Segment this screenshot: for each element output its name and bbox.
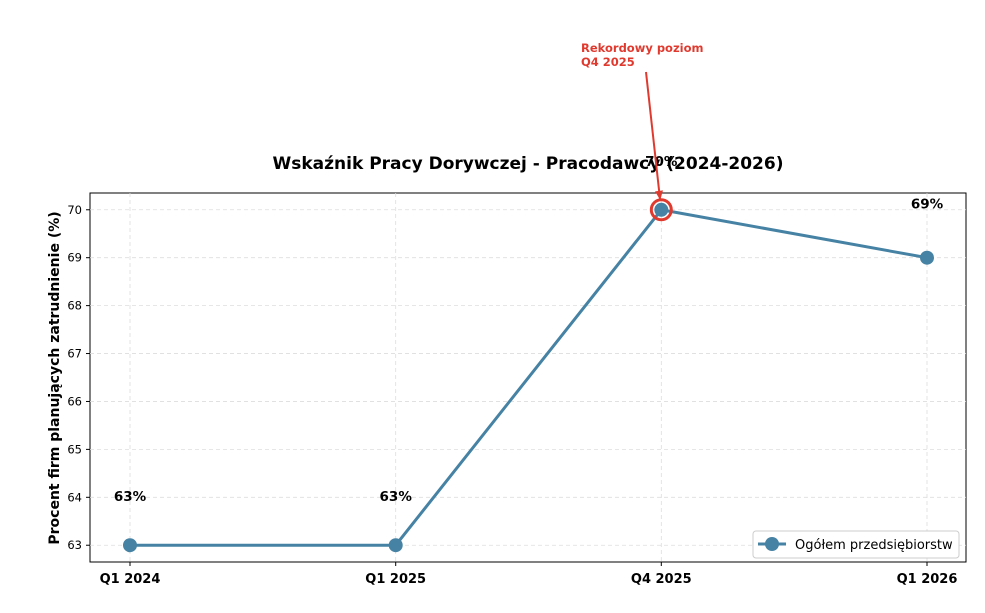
data-label: 63% xyxy=(114,489,147,505)
series-line xyxy=(130,208,928,547)
data-label: 69% xyxy=(911,197,944,213)
annotation-arrow xyxy=(645,71,662,200)
data-labels: 63% 63% 70% 69% xyxy=(114,154,944,505)
y-tick-label: 63 xyxy=(67,538,82,552)
y-tick-label: 69 xyxy=(67,251,82,265)
data-point xyxy=(654,202,669,217)
legend-frame xyxy=(752,530,960,559)
annotation-highlight-ring xyxy=(649,198,673,222)
data-label: 70% xyxy=(645,154,678,170)
data-point xyxy=(388,538,403,553)
y-axis-ticks: 63 64 65 66 67 68 69 70 xyxy=(67,203,90,552)
x-axis-ticks: Q1 2024 Q1 2025 Q4 2025 Q1 2026 xyxy=(100,562,958,587)
y-tick-label: 68 xyxy=(67,299,82,313)
y-tick-label: 67 xyxy=(67,347,82,361)
y-tick-label: 70 xyxy=(67,203,82,217)
annotation: Rekordowy poziom Q4 2025 xyxy=(581,41,708,222)
chart-title: Wskaźnik Pracy Dorywczej - Pracodawcy (2… xyxy=(273,154,784,174)
legend-marker xyxy=(765,537,779,551)
grid xyxy=(90,193,966,562)
y-tick-label: 65 xyxy=(67,442,82,456)
annotation-arrowhead xyxy=(655,190,664,200)
legend-label: Ogółem przedsiębiorstw xyxy=(795,538,953,553)
annotation-text: Rekordowy poziom Q4 2025 xyxy=(581,41,708,69)
x-tick-label: Q4 2025 xyxy=(631,572,692,587)
data-label: 63% xyxy=(380,489,413,505)
x-tick-label: Q1 2024 xyxy=(100,572,161,587)
data-point xyxy=(920,250,934,265)
x-tick-label: Q1 2025 xyxy=(365,572,426,587)
y-tick-label: 64 xyxy=(67,490,82,504)
data-point xyxy=(123,538,137,553)
annotation-line-2: Q4 2025 xyxy=(581,55,635,69)
y-axis-label: Procent firm planujących zatrudnienie (%… xyxy=(47,211,63,544)
annotation-line-1: Rekordowy poziom xyxy=(581,41,703,55)
legend: Ogółem przedsiębiorstw xyxy=(752,530,960,559)
x-tick-label: Q1 2026 xyxy=(897,572,958,587)
y-tick-label: 66 xyxy=(67,394,82,408)
series-layer xyxy=(123,202,934,553)
